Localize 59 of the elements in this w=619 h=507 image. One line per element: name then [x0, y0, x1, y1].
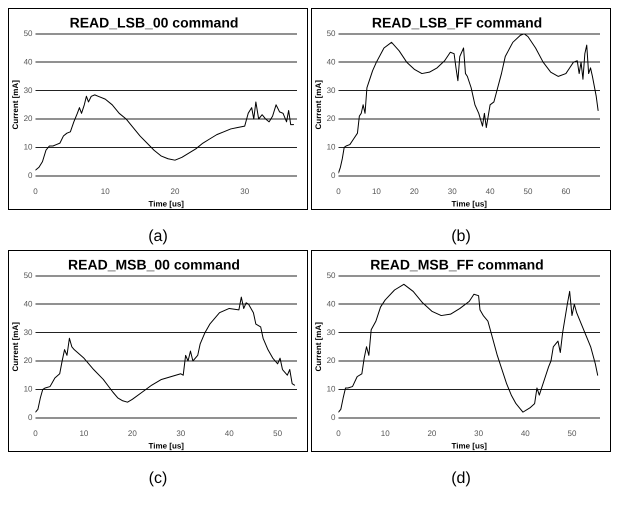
text: (d) [451, 470, 471, 489]
x-tick-label: 20 [427, 428, 437, 438]
chart-title: READ_MSB_00 command [68, 256, 240, 272]
text: (a) [148, 228, 168, 247]
y-tick-label: 0 [331, 413, 336, 422]
y-tick-label: 40 [326, 299, 336, 308]
y-tick-label: 0 [331, 171, 336, 180]
x-axis-title: Time [us] [148, 441, 184, 450]
text: (b) [451, 228, 471, 247]
x-tick-label: 10 [100, 186, 110, 196]
y-axis-title: Current [mA] [11, 80, 20, 130]
y-tick-label: 0 [28, 413, 34, 422]
chart-title: READ_LSB_00 command [70, 14, 238, 30]
y-axis-title: Current [mA] [314, 80, 324, 130]
y-tick-label: 10 [24, 384, 34, 394]
y-tick-label: 30 [326, 328, 336, 337]
y-tick-label: 20 [24, 356, 34, 366]
y-axis-title: Current [mA] [11, 322, 20, 372]
text: (c) [148, 470, 168, 489]
y-tick-label: 10 [326, 142, 336, 152]
y-tick-label: 30 [24, 86, 34, 95]
x-tick-label: 30 [474, 428, 484, 438]
y-tick-label: 20 [24, 114, 34, 124]
x-tick-label: 50 [524, 186, 533, 196]
x-tick-label: 50 [568, 428, 577, 438]
x-tick-label: 30 [240, 186, 250, 196]
y-axis-title: Current [mA] [314, 322, 324, 372]
x-axis-title: Time [us] [452, 441, 488, 450]
y-tick-label: 50 [24, 271, 34, 280]
x-tick-label: 60 [561, 186, 571, 196]
x-tick-label: 40 [520, 428, 530, 438]
x-axis-title: Time [us] [452, 199, 488, 208]
x-tick-label: 50 [273, 428, 283, 438]
y-tick-label: 30 [326, 86, 336, 95]
y-tick-label: 20 [326, 356, 336, 366]
x-tick-label: 10 [79, 428, 89, 438]
y-tick-label: 30 [24, 328, 34, 337]
y-tick-label: 40 [326, 57, 336, 66]
y-tick-label: 10 [24, 142, 34, 152]
x-tick-label: 40 [224, 428, 234, 438]
x-tick-label: 20 [170, 186, 180, 196]
y-tick-label: 10 [326, 384, 336, 394]
y-tick-label: 50 [326, 29, 336, 38]
x-tick-label: 20 [128, 428, 138, 438]
y-tick-label: 20 [326, 114, 336, 124]
x-tick-label: 10 [372, 186, 382, 196]
chart-title: READ_LSB_FF command [372, 14, 542, 30]
x-tick-label: 10 [380, 428, 390, 438]
y-tick-label: 50 [24, 29, 34, 38]
x-tick-label: 30 [448, 186, 458, 196]
y-tick-label: 50 [326, 271, 336, 280]
chart-title: READ_MSB_FF command [370, 256, 544, 272]
x-tick-label: 30 [176, 428, 186, 438]
x-axis-title: Time [us] [148, 199, 184, 208]
y-tick-label: 0 [28, 171, 34, 180]
y-tick-label: 40 [24, 299, 34, 308]
x-tick-label: 40 [486, 186, 496, 196]
x-tick-label: 20 [410, 186, 420, 196]
y-tick-label: 40 [24, 57, 34, 66]
